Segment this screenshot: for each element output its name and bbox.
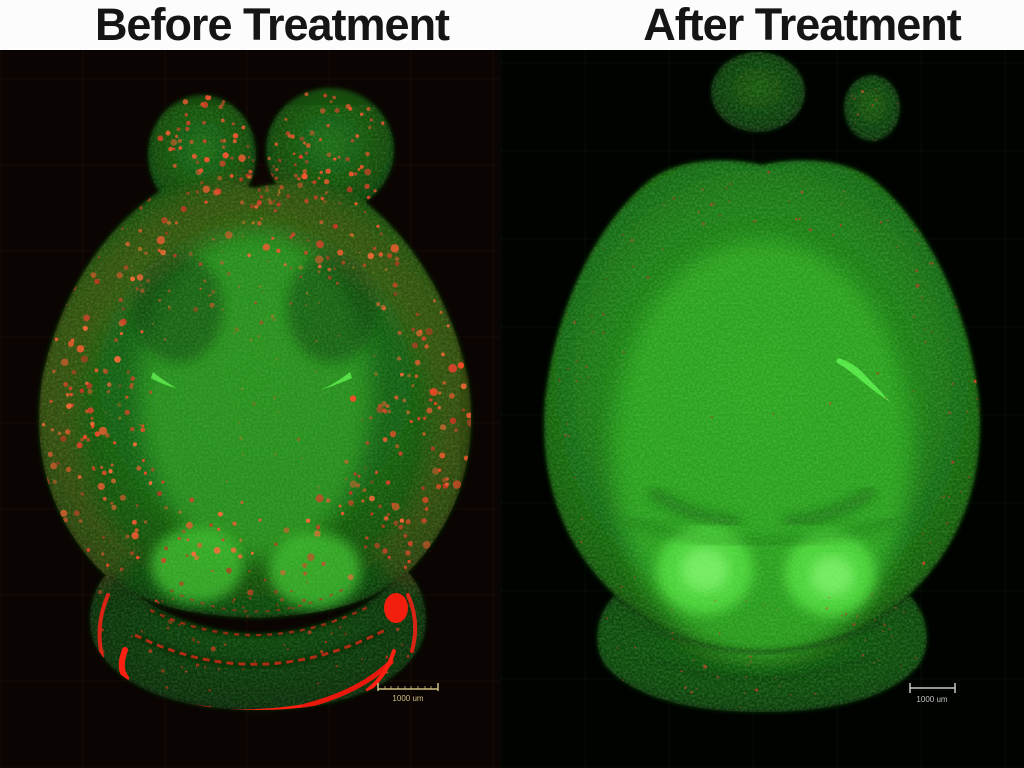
before-brain-section [38, 88, 472, 710]
after-treatment-title: After Treatment [643, 0, 962, 50]
before-treatment-panel: 1000 um [0, 50, 500, 768]
title-strip: Before Treatment After Treatment [0, 0, 1024, 50]
scale-bar-before: 1000 um [377, 683, 439, 703]
after-treatment-micrograph: 1000 um [544, 52, 980, 712]
large-red-plaque [384, 593, 408, 623]
scale-bar-label-before: 1000 um [392, 694, 423, 703]
cerebellar-folia [133, 585, 387, 669]
scale-bar-label-after: 1000 um [916, 695, 947, 704]
scale-bar-after: 1000 um [909, 683, 956, 704]
before-treatment-micrograph: 1000 um [38, 88, 472, 710]
before-treatment-title: Before Treatment [94, 0, 450, 50]
after-treatment-panel: 1000 um [500, 50, 1024, 768]
plaque-dots-after [544, 87, 980, 709]
plaque-dots-before [38, 88, 472, 692]
after-brain-section [544, 52, 980, 712]
